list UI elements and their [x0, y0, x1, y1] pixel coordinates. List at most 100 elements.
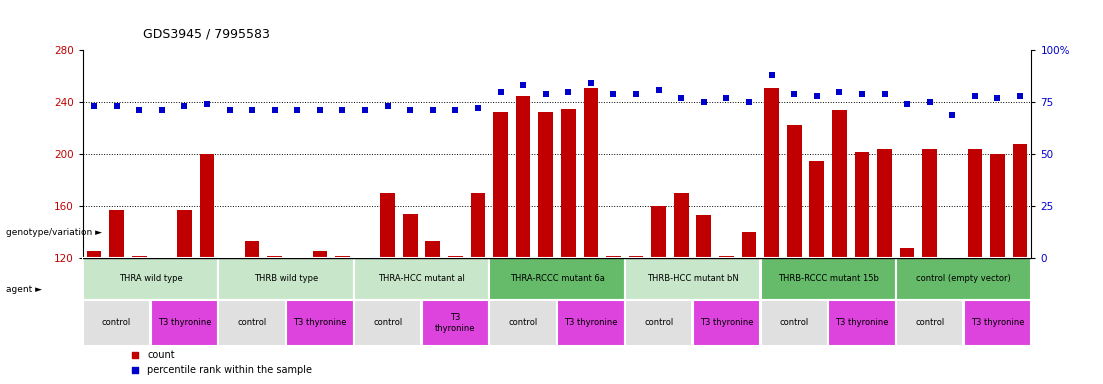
Bar	[855, 152, 869, 258]
Bar	[828, 300, 896, 346]
Point	[514, 82, 532, 88]
Point	[108, 103, 126, 109]
Bar	[267, 256, 282, 258]
Bar	[896, 300, 963, 346]
Bar	[760, 300, 828, 346]
Point	[311, 107, 329, 113]
Text: THRB-RCCC mutant 15b: THRB-RCCC mutant 15b	[778, 275, 878, 283]
Bar	[896, 258, 1031, 300]
Bar	[83, 300, 150, 346]
Bar	[357, 257, 373, 258]
Point	[469, 105, 486, 111]
Bar	[964, 300, 1031, 346]
Bar	[200, 154, 214, 258]
Bar	[719, 256, 733, 258]
Bar	[176, 210, 192, 258]
Bar	[651, 206, 666, 258]
Bar	[154, 257, 169, 258]
Bar	[810, 161, 824, 258]
Bar	[516, 96, 531, 258]
Text: THRB wild type: THRB wild type	[254, 275, 318, 283]
Bar	[354, 300, 421, 346]
Bar	[87, 250, 101, 258]
Text: T3 thyronine: T3 thyronine	[971, 318, 1025, 327]
Point	[447, 107, 464, 113]
Bar	[990, 154, 1005, 258]
Point	[1011, 93, 1029, 99]
Bar	[290, 257, 304, 258]
Point	[628, 91, 645, 97]
Point	[876, 91, 893, 97]
Point	[785, 91, 803, 97]
Text: control: control	[644, 318, 673, 327]
Bar	[490, 300, 557, 346]
Point	[492, 89, 510, 95]
Point	[175, 103, 193, 109]
Bar	[945, 257, 960, 258]
Point	[853, 91, 870, 97]
Bar	[900, 248, 914, 258]
Point	[831, 89, 848, 95]
Point	[559, 89, 577, 95]
Point	[85, 103, 103, 109]
Point	[401, 107, 419, 113]
Text: T3 thyronine: T3 thyronine	[158, 318, 211, 327]
Bar	[83, 258, 218, 300]
Bar	[625, 258, 760, 300]
Bar	[312, 250, 328, 258]
Point	[988, 95, 1006, 101]
Bar	[1013, 144, 1027, 258]
Point	[537, 91, 555, 97]
Point	[740, 99, 758, 105]
Text: THRB-HCC mutant bN: THRB-HCC mutant bN	[646, 275, 738, 283]
Point	[378, 103, 396, 109]
Bar	[877, 149, 892, 258]
Point	[943, 111, 961, 118]
Bar	[625, 300, 693, 346]
Bar	[109, 210, 124, 258]
Text: control: control	[101, 318, 131, 327]
Point	[966, 93, 984, 99]
Bar	[967, 149, 982, 258]
Point	[898, 101, 915, 107]
Text: percentile rank within the sample: percentile rank within the sample	[147, 365, 312, 375]
Text: THRA wild type: THRA wild type	[119, 275, 182, 283]
Text: THRA-RCCC mutant 6a: THRA-RCCC mutant 6a	[510, 275, 604, 283]
Point	[695, 99, 713, 105]
Text: T3 thyronine: T3 thyronine	[293, 318, 346, 327]
Text: control (empty vector): control (empty vector)	[917, 275, 1011, 283]
Bar	[471, 193, 485, 258]
Point	[333, 107, 351, 113]
Bar	[832, 110, 847, 258]
Point	[673, 95, 690, 101]
Point	[356, 107, 374, 113]
Bar	[741, 232, 757, 258]
Bar	[583, 88, 598, 258]
Bar	[218, 300, 286, 346]
Bar	[786, 126, 802, 258]
Bar	[381, 193, 395, 258]
Bar	[538, 113, 553, 258]
Text: control: control	[780, 318, 808, 327]
Bar	[448, 256, 463, 258]
Text: count: count	[147, 349, 175, 359]
Text: T3 thyronine: T3 thyronine	[835, 318, 889, 327]
Bar	[696, 215, 711, 258]
Point	[763, 72, 781, 78]
Point	[650, 86, 667, 93]
Bar	[222, 257, 237, 258]
Bar	[245, 242, 259, 258]
Point	[199, 101, 216, 107]
Bar	[286, 300, 354, 346]
Bar	[561, 109, 576, 258]
Text: T3 thyronine: T3 thyronine	[699, 318, 753, 327]
Point	[126, 351, 143, 358]
Text: genotype/variation ►: genotype/variation ►	[6, 228, 101, 237]
Text: T3
thyronine: T3 thyronine	[435, 313, 475, 333]
Text: control: control	[915, 318, 944, 327]
Bar	[354, 258, 489, 300]
Bar	[674, 193, 688, 258]
Bar	[607, 256, 621, 258]
Bar	[693, 300, 760, 346]
Point	[289, 107, 307, 113]
